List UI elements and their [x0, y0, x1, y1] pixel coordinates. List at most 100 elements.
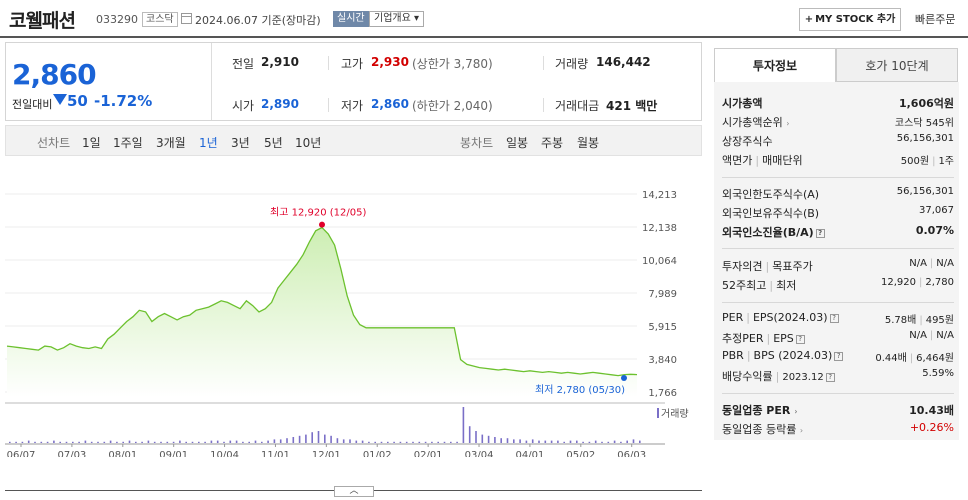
volume-bar	[122, 441, 124, 443]
volume-bar	[487, 435, 490, 443]
realtime-badge[interactable]: 실시간	[333, 11, 369, 27]
trading-unit-value: 1주	[938, 156, 954, 167]
volume-bar	[349, 439, 351, 443]
tab-investment-info[interactable]: 투자정보	[714, 48, 836, 82]
divider	[211, 43, 212, 120]
volume-bar	[135, 441, 137, 443]
volume-bar	[59, 441, 61, 443]
high-value: 2,930	[371, 55, 409, 69]
dividend-value: 5.59%	[922, 368, 954, 379]
volume-bar	[141, 441, 143, 443]
price-chart[interactable]: 14,213 12,138 10,064 7,989 5,915 3,840 1,766 최…	[5, 157, 702, 457]
volume-bar	[405, 441, 408, 443]
volume-bar	[153, 441, 156, 443]
candle-daily[interactable]: 일봉	[506, 136, 529, 150]
prev-close-value: 2,910	[261, 55, 299, 69]
volume-bar	[506, 438, 509, 443]
help-icon[interactable]: ?	[834, 352, 844, 361]
bps-label: BPS (2024.03)	[753, 349, 833, 362]
par-value-value: 500원	[900, 156, 930, 167]
candle-weekly[interactable]: 주봉	[541, 136, 564, 150]
volume-bar	[374, 441, 376, 443]
period-1week[interactable]: 1주일	[113, 136, 143, 150]
volume-bar	[286, 438, 288, 443]
high-label: 최고 12,920 (12/05)	[270, 207, 366, 219]
pbr-value: 0.44배	[875, 353, 907, 364]
help-icon[interactable]: ?	[815, 229, 825, 238]
opinion-row: 투자의견 | 목표주가 N/A | N/A	[722, 258, 954, 273]
period-5year[interactable]: 5년	[264, 136, 283, 150]
market-cap-label: 시가총액	[722, 97, 763, 110]
x-tick-label: 02/01	[414, 450, 443, 457]
industry-per-label: 동일업종 PER	[722, 404, 791, 417]
tab-orderbook-10[interactable]: 호가 10단계	[836, 48, 958, 82]
price-change: 50	[67, 92, 88, 110]
volume-bar	[557, 440, 559, 443]
high-label: 고가	[341, 57, 364, 71]
52week-low-value: 2,780	[925, 277, 954, 288]
high-marker	[319, 221, 325, 228]
volume-bar	[324, 434, 326, 443]
market-cap-rank-row: 시가총액순위 › 코스닥 545위	[722, 112, 954, 130]
y-tick-label: 5,915	[648, 322, 677, 333]
plus-icon: +	[804, 14, 814, 25]
est-per-value: N/A	[909, 330, 927, 341]
volume-bar	[399, 441, 402, 443]
company-info-button[interactable]: 기업개요 ▾	[369, 11, 424, 27]
period-3month[interactable]: 3개월	[156, 136, 186, 150]
volume-bar	[298, 435, 301, 443]
price-line	[6, 226, 638, 377]
market-cap-value: 1,606억원	[898, 97, 954, 110]
per-value: 5.78배	[884, 315, 917, 326]
low-label: 최저 2,780 (05/30)	[535, 384, 625, 396]
y-tick-label: 12,138	[642, 223, 677, 234]
volume-bar	[569, 440, 572, 443]
volume-bar	[368, 441, 370, 443]
volume-bar	[531, 439, 534, 443]
y-tick-label: 10,064	[642, 256, 677, 267]
collapse-chevron-icon[interactable]: ︿	[334, 486, 374, 497]
y-tick-label: 14,213	[642, 190, 677, 201]
52week-high-label: 52주최고	[722, 279, 767, 292]
volume-bar	[229, 440, 232, 443]
volume-bar	[594, 440, 597, 443]
period-1day[interactable]: 1일	[82, 136, 101, 150]
foreign-holding-row: 외국인보유주식수(B) 37,067	[722, 203, 954, 221]
period-10year[interactable]: 10년	[295, 136, 322, 150]
volume-bar	[185, 441, 187, 443]
x-tick-label: 11/01	[261, 450, 290, 457]
chevron-right-icon[interactable]: ›	[794, 407, 798, 416]
chevron-right-icon[interactable]: ›	[799, 426, 804, 435]
period-1year[interactable]: 1년	[199, 136, 218, 150]
chevron-right-icon[interactable]: ›	[786, 119, 790, 128]
period-3year[interactable]: 3년	[231, 136, 250, 150]
volume-bar	[84, 440, 87, 443]
volume-bar	[15, 441, 17, 443]
volume-bar	[128, 440, 131, 443]
volume-bar	[273, 439, 276, 443]
low-value: 2,860	[371, 97, 409, 111]
open-label: 시가	[232, 99, 255, 113]
market-badge: 코스닥	[142, 12, 178, 27]
help-icon[interactable]: ?	[829, 314, 839, 323]
volume-bar	[34, 441, 36, 443]
help-icon[interactable]: ?	[825, 373, 835, 382]
price-summary: 2,860 전일대비 50 -1.72% 전일 2,910 고가 2,930 (…	[5, 42, 702, 121]
volume-bar	[248, 441, 250, 443]
volume-bar	[198, 441, 200, 443]
dividend-date: 2023.12	[782, 372, 824, 383]
volume-bar	[147, 440, 150, 443]
volume-bar	[109, 440, 112, 443]
x-tick-label: 09/01	[159, 450, 188, 457]
candle-monthly[interactable]: 월봉	[577, 136, 600, 150]
price-change-rate: -1.72%	[94, 92, 153, 110]
est-per-row: 추정PER | EPS? N/A | N/A	[722, 330, 954, 345]
base-date: 2024.06.07 기준(장마감)	[195, 14, 321, 27]
my-stock-add-button[interactable]: + MY STOCK 추가	[799, 8, 901, 31]
help-icon[interactable]: ?	[795, 335, 805, 344]
divider	[543, 98, 544, 112]
foreign-holding-value: 37,067	[919, 205, 954, 216]
quick-order-button[interactable]: 빠른주문	[915, 13, 956, 26]
volume-bar	[544, 440, 547, 443]
volume-bar	[330, 435, 332, 443]
